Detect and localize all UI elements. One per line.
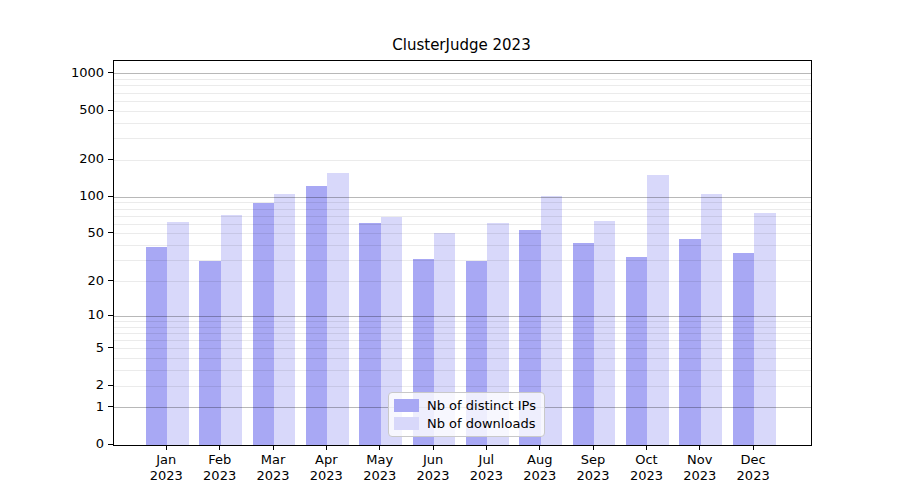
gridline-minor xyxy=(114,111,811,112)
bar-distinct-ips xyxy=(679,239,700,445)
y-tick-mark xyxy=(108,406,113,407)
bar-distinct-ips xyxy=(573,243,594,445)
plot-area xyxy=(113,60,812,446)
y-axis-tick-label: 5 xyxy=(42,340,104,356)
y-tick-mark xyxy=(108,196,113,197)
gridline-major xyxy=(114,73,811,74)
x-tick-mark xyxy=(326,445,327,450)
gridline-major xyxy=(114,316,811,317)
gridline-minor xyxy=(114,123,811,124)
x-tick-mark xyxy=(486,445,487,450)
y-axis-tick-label: 200 xyxy=(42,151,104,167)
y-axis-tick-label: 1000 xyxy=(42,65,104,81)
gridline-minor xyxy=(114,101,811,102)
gridline-minor xyxy=(114,386,811,387)
bar-distinct-ips xyxy=(626,257,647,445)
bar-downloads xyxy=(754,213,775,445)
gridline-minor xyxy=(114,93,811,94)
chart-canvas: ClusterJudge 2023 0 1 2 5 10 20 50 100 200 500 100… xyxy=(0,0,900,500)
gridline-minor xyxy=(114,79,811,80)
gridline-minor xyxy=(114,160,811,161)
bar-distinct-ips xyxy=(253,203,274,445)
bar-distinct-ips xyxy=(199,261,220,445)
legend: Nb of distinct IPs Nb of downloads xyxy=(388,392,545,437)
y-axis-tick-label: 1 xyxy=(42,399,104,415)
x-tick-mark xyxy=(699,445,700,450)
gridline-minor xyxy=(114,333,811,334)
gridline-minor xyxy=(114,233,811,234)
legend-swatch-distinct-ips xyxy=(394,399,419,412)
x-tick-mark xyxy=(273,445,274,450)
gridline-minor xyxy=(114,260,811,261)
y-tick-mark xyxy=(108,315,113,316)
legend-row: Nb of distinct IPs xyxy=(394,398,538,413)
y-tick-mark xyxy=(108,347,113,348)
legend-swatch-downloads xyxy=(394,417,419,430)
y-axis-tick-label: 10 xyxy=(42,307,104,323)
gridline-minor xyxy=(114,348,811,349)
y-tick-mark xyxy=(108,72,113,73)
legend-label: Nb of downloads xyxy=(427,416,535,431)
legend-label: Nb of distinct IPs xyxy=(427,398,536,413)
x-tick-mark xyxy=(646,445,647,450)
gridline-minor xyxy=(114,85,811,86)
x-tick-mark xyxy=(593,445,594,450)
y-axis-tick-label: 100 xyxy=(42,188,104,204)
bar-downloads xyxy=(327,173,348,445)
y-axis-tick-label: 50 xyxy=(42,225,104,241)
gridline-minor xyxy=(114,327,811,328)
gridline-minor xyxy=(114,370,811,371)
gridline-major xyxy=(114,197,811,198)
gridline-minor xyxy=(114,358,811,359)
y-tick-mark xyxy=(108,110,113,111)
gridline-minor xyxy=(114,245,811,246)
y-tick-mark xyxy=(108,444,113,445)
gridline-minor xyxy=(114,202,811,203)
chart-title: ClusterJudge 2023 xyxy=(113,36,810,54)
x-tick-mark xyxy=(433,445,434,450)
y-tick-mark xyxy=(108,159,113,160)
x-tick-mark xyxy=(539,445,540,450)
y-axis-tick-label: 500 xyxy=(42,102,104,118)
bar-distinct-ips xyxy=(146,247,167,445)
y-axis-tick-label: 2 xyxy=(42,377,104,393)
y-axis-tick-label: 20 xyxy=(42,273,104,289)
y-tick-mark xyxy=(108,232,113,233)
y-axis-tick-label: 0 xyxy=(42,436,104,452)
gridline-minor xyxy=(114,340,811,341)
x-tick-mark xyxy=(379,445,380,450)
gridline-minor xyxy=(114,138,811,139)
x-tick-mark xyxy=(753,445,754,450)
x-tick-mark xyxy=(166,445,167,450)
gridline-minor xyxy=(114,216,811,217)
y-tick-mark xyxy=(108,385,113,386)
x-axis-tick-label: Dec2023 xyxy=(721,452,785,484)
bar-distinct-ips xyxy=(359,223,380,445)
y-tick-mark xyxy=(108,280,113,281)
legend-row: Nb of downloads xyxy=(394,416,538,431)
gridline-minor xyxy=(114,321,811,322)
bar-downloads xyxy=(221,215,242,445)
x-tick-mark xyxy=(219,445,220,450)
gridline-minor xyxy=(114,224,811,225)
gridline-minor xyxy=(114,209,811,210)
gridline-minor xyxy=(114,281,811,282)
